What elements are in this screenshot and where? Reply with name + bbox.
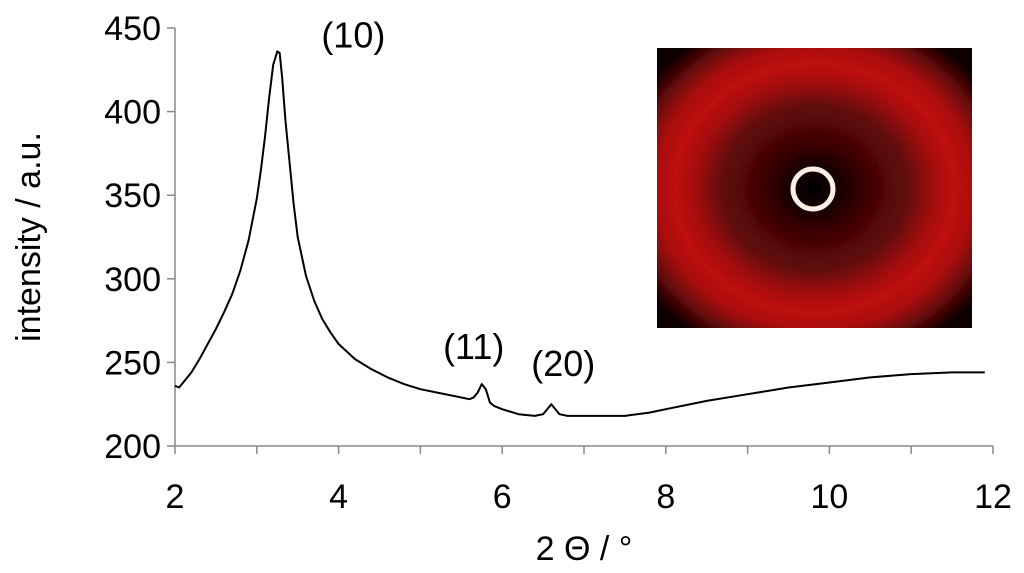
peak-label: (20): [531, 343, 595, 384]
y-tick-label: 400: [104, 94, 161, 132]
inset-diffraction-pattern: [657, 48, 972, 328]
diffraction-ring: [790, 166, 836, 212]
peak-label: (10): [321, 14, 385, 55]
y-axis-ticks: 200 250 300 350 400 450: [104, 10, 175, 466]
x-tick-label: 8: [656, 478, 675, 516]
x-tick-label: 2: [166, 478, 185, 516]
y-tick-label: 350: [104, 177, 161, 215]
peak-label: (11): [443, 326, 504, 367]
y-tick-label: 200: [104, 428, 161, 466]
y-tick-label: 450: [104, 10, 161, 48]
diffraction-intensity-line: [174, 50, 985, 417]
y-tick-label: 250: [104, 344, 161, 382]
x-axis-ticks: 2 4 6 8 10 12: [166, 446, 1012, 516]
x-tick-label: 12: [974, 478, 1012, 516]
y-tick-label: 300: [104, 261, 161, 299]
x-tick-label: 6: [493, 478, 512, 516]
x-axis-title: 2 Θ / °: [536, 530, 633, 568]
y-axis-title: intensity / a.u.: [10, 132, 48, 342]
peak-annotations: (10) (11) (20): [321, 14, 595, 384]
x-tick-label: 4: [329, 478, 348, 516]
x-tick-label: 10: [810, 478, 848, 516]
